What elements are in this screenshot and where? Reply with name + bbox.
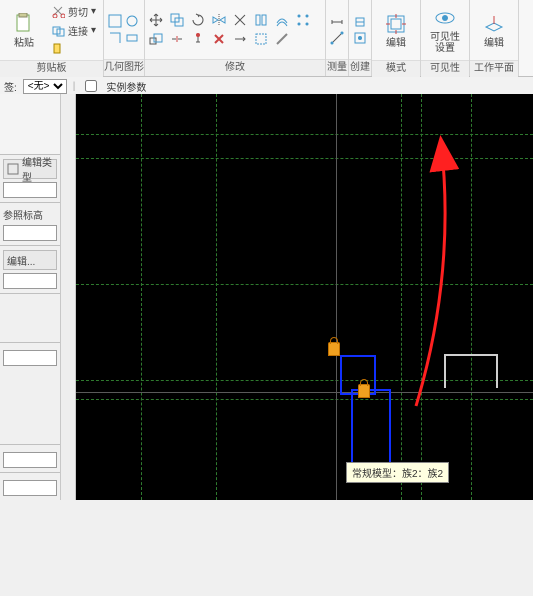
cut-button[interactable]: 剪切▾	[48, 3, 99, 20]
element-tooltip: 常规模型：族2：族2	[346, 462, 449, 483]
group-label-clipboard: 剪贴板	[0, 60, 103, 77]
prop-input-3[interactable]	[3, 273, 57, 289]
visibility-label: 可见性设置	[430, 32, 460, 54]
family-edit-icon	[384, 12, 408, 36]
workarea: 编辑类型 参照标高 编辑... 常规模型：族2：族2	[0, 94, 533, 500]
group-label-visibility: 可见性	[421, 60, 469, 77]
group-label-geometry: 几何图形	[104, 59, 144, 76]
panel-scroll-strip[interactable]	[61, 94, 76, 500]
measure-dim-icon[interactable]	[330, 15, 344, 29]
ribbon-group-geometry: 几何图形	[104, 0, 145, 76]
paste-label: 粘贴	[14, 38, 34, 49]
modify-group-icon[interactable]	[254, 32, 268, 46]
geom-icon-1[interactable]	[108, 14, 122, 28]
prop-input-4[interactable]	[3, 350, 57, 366]
lock-icon[interactable]	[328, 342, 340, 356]
group-label-create: 创建	[349, 59, 371, 76]
edit-type-button[interactable]: 编辑类型	[3, 159, 57, 179]
ribbon-group-visibility: 可见性设置 可见性	[421, 0, 470, 76]
family-edit-button[interactable]: 编辑	[376, 2, 416, 58]
modify-more-icon[interactable]	[275, 32, 289, 46]
ribbon-group-create: 创建	[349, 0, 372, 76]
group-label-measure: 测量	[326, 59, 348, 76]
scissors-icon	[51, 4, 65, 18]
group-label-workplane: 工作平面	[470, 60, 518, 77]
geom-icon-4[interactable]	[125, 31, 139, 45]
paste-button[interactable]: 粘贴	[4, 2, 44, 58]
create-icon-1[interactable]	[353, 15, 367, 29]
ribbon-group-modify: 修改	[145, 0, 326, 76]
geom-icon-2[interactable]	[125, 14, 139, 28]
ribbon-group-workplane: 编辑 工作平面	[470, 0, 519, 76]
lock-icon[interactable]	[358, 384, 370, 398]
ribbon-group-measure: 测量	[326, 0, 349, 76]
modify-trim-icon[interactable]	[233, 13, 247, 27]
instance-checkbox[interactable]	[85, 80, 97, 92]
modify-rotate-icon[interactable]	[191, 13, 205, 27]
workplane-icon	[482, 12, 506, 36]
properties-panel: 编辑类型 参照标高 编辑...	[0, 94, 61, 500]
create-icon-2[interactable]	[353, 31, 367, 45]
instance-label: 实例参数	[106, 79, 146, 94]
model-element[interactable]	[444, 354, 498, 388]
ref-elev-label: 参照标高	[3, 211, 43, 222]
visibility-button[interactable]: 可见性设置	[425, 2, 465, 58]
drawing-canvas[interactable]: 常规模型：族2：族2	[76, 94, 533, 500]
modify-split-icon[interactable]	[170, 32, 184, 46]
family-edit-label: 编辑	[386, 38, 406, 49]
join-button[interactable]: 连接▾	[48, 22, 99, 39]
workplane-edit-label: 编辑	[484, 38, 504, 49]
tags-select[interactable]: <无>	[23, 79, 67, 94]
prop-input-1[interactable]	[3, 182, 57, 198]
ribbon: 粘贴 剪切▾ 连接▾ 剪贴板	[0, 0, 533, 77]
modify-extend-icon[interactable]	[233, 32, 247, 46]
clipboard-extra[interactable]	[48, 41, 99, 58]
modify-align-icon[interactable]	[254, 13, 268, 27]
workplane-edit-button[interactable]: 编辑	[474, 2, 514, 58]
prop-input-6[interactable]	[3, 480, 57, 496]
visibility-icon	[433, 6, 457, 30]
model-element[interactable]	[351, 389, 391, 465]
paste-icon	[12, 12, 36, 36]
modify-mirror-icon[interactable]	[212, 13, 226, 27]
ribbon-group-clipboard: 粘贴 剪切▾ 连接▾ 剪贴板	[0, 0, 104, 76]
modify-move-icon[interactable]	[149, 13, 163, 27]
modify-copy-icon[interactable]	[170, 13, 184, 27]
modify-offset-icon[interactable]	[275, 13, 289, 27]
modify-delete-icon[interactable]	[212, 32, 226, 46]
ribbon-group-family: 编辑 模式	[372, 0, 421, 76]
tags-label: 签:	[4, 79, 17, 94]
geom-icon-3[interactable]	[108, 31, 122, 45]
join-icon	[51, 23, 65, 37]
edit-type-icon	[7, 163, 19, 175]
modify-scale-icon[interactable]	[149, 32, 163, 46]
prop-input-2[interactable]	[3, 225, 57, 241]
group-label-mode: 模式	[372, 60, 420, 77]
modify-pin-icon[interactable]	[191, 32, 205, 46]
group-label-modify: 修改	[145, 59, 325, 76]
tags-sep: |	[73, 81, 76, 92]
prop-input-5[interactable]	[3, 452, 57, 468]
modify-array-icon[interactable]	[296, 13, 310, 27]
edit-button[interactable]: 编辑...	[3, 250, 57, 270]
measure-dist-icon[interactable]	[330, 31, 344, 45]
brush-icon	[51, 42, 65, 56]
